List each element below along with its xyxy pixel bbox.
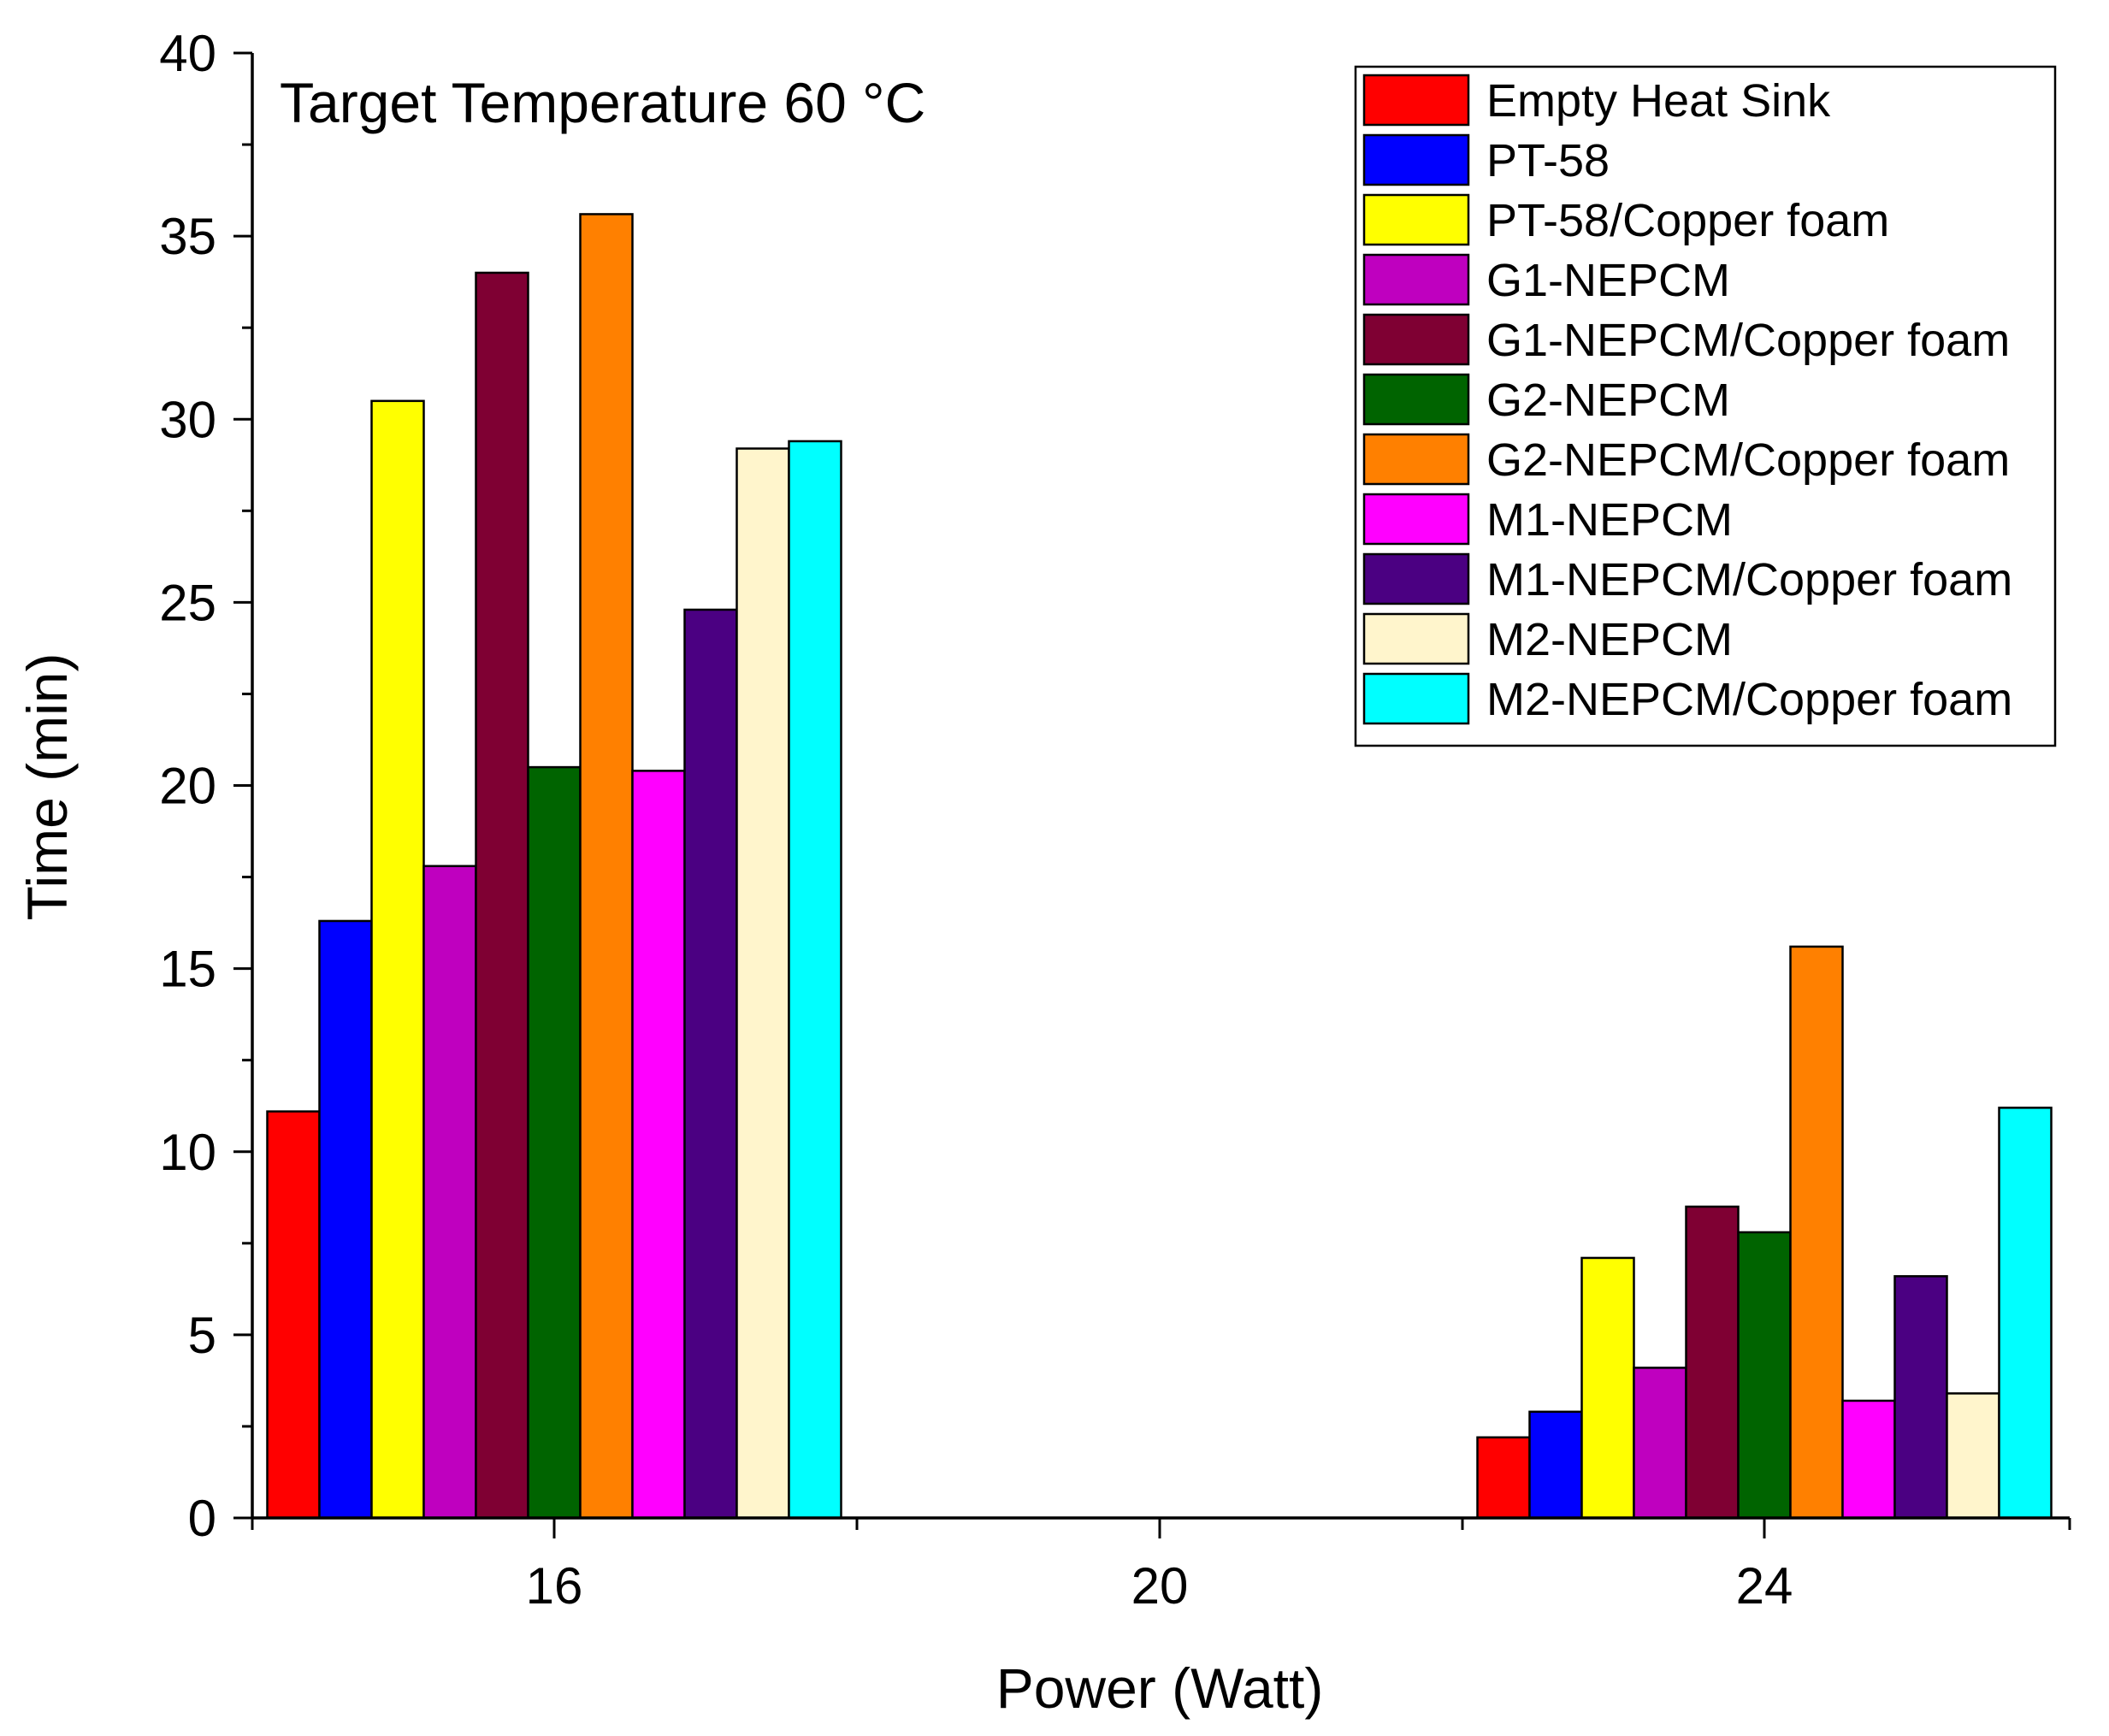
legend: Empty Heat Sink PT-58 PT-58/Copper foam G1-…	[1354, 65, 2057, 747]
bar-m2-nepcm-16	[735, 447, 790, 1520]
y-tick-label: 10	[159, 1124, 216, 1181]
legend-label-m2-nepcm-copper-foam: M2-NEPCM/Copper foam	[1486, 674, 2012, 725]
x-axis-title: Power (Watt)	[996, 1656, 1324, 1720]
bar-m2-nepcm-copper-foam-24	[1998, 1107, 2053, 1520]
x-tick-label: 24	[1736, 1557, 1793, 1615]
x-tick-label: 16	[526, 1557, 583, 1615]
x-tick-label: 20	[1131, 1557, 1189, 1615]
bar-g2-nepcm-24	[1737, 1231, 1792, 1520]
bar-g1-nepcm-24	[1633, 1367, 1687, 1520]
y-tick-label: 25	[159, 574, 216, 631]
y-axis-title: Time (min)	[15, 653, 79, 921]
bar-g1-nepcm-copper-foam-24	[1685, 1205, 1740, 1520]
legend-swatch-m1-nepcm	[1362, 493, 1470, 546]
legend-swatch-pt-58	[1362, 133, 1470, 186]
bar-m2-nepcm-copper-foam-16	[788, 440, 842, 1520]
legend-swatch-g2-nepcm-copper-foam	[1362, 433, 1470, 486]
legend-swatch-g2-nepcm	[1362, 373, 1470, 426]
legend-swatch-m2-nepcm	[1362, 612, 1470, 665]
y-tick-label: 15	[159, 941, 216, 998]
legend-label-m1-nepcm-copper-foam: M1-NEPCM/Copper foam	[1486, 554, 2012, 605]
y-tick-label: 40	[159, 25, 216, 82]
bar-m1-nepcm-copper-foam-16	[683, 608, 738, 1520]
legend-swatch-empty-heat-sink	[1362, 74, 1470, 127]
bar-pt-58-copper-foam-24	[1580, 1256, 1635, 1520]
y-tick-label: 5	[188, 1307, 216, 1364]
bar-g2-nepcm-16	[527, 765, 582, 1520]
legend-label-empty-heat-sink: Empty Heat Sink	[1486, 75, 1831, 127]
bar-pt-58-copper-foam-16	[370, 399, 425, 1520]
legend-label-g1-nepcm-copper-foam: G1-NEPCM/Copper foam	[1486, 315, 2010, 366]
legend-label-g1-nepcm: G1-NEPCM	[1486, 255, 1730, 306]
bar-g1-nepcm-copper-foam-16	[475, 271, 529, 1520]
y-tick-label: 0	[188, 1490, 216, 1547]
bar-pt-58-24	[1528, 1410, 1583, 1520]
bar-m1-nepcm-16	[631, 770, 686, 1520]
legend-swatch-m2-nepcm-copper-foam	[1362, 672, 1470, 725]
bar-pt-58-16	[318, 919, 373, 1520]
legend-label-g2-nepcm-copper-foam: G2-NEPCM/Copper foam	[1486, 434, 2010, 486]
legend-label-g2-nepcm: G2-NEPCM	[1486, 375, 1730, 426]
legend-label-pt-58: PT-58	[1486, 135, 1610, 186]
bar-m1-nepcm-copper-foam-24	[1893, 1275, 1948, 1520]
legend-swatch-pt-58-copper-foam	[1362, 193, 1470, 246]
bar-m1-nepcm-24	[1841, 1399, 1896, 1520]
legend-swatch-g1-nepcm-copper-foam	[1362, 313, 1470, 366]
legend-swatch-m1-nepcm-copper-foam	[1362, 552, 1470, 605]
legend-label-m1-nepcm: M1-NEPCM	[1486, 494, 1733, 546]
chart-annotation: Target Temperature 60 °C	[280, 71, 925, 134]
y-tick-label: 30	[159, 391, 216, 448]
legend-box	[1354, 65, 2057, 747]
bar-g1-nepcm-16	[422, 865, 477, 1520]
bar-g2-nepcm-copper-foam-24	[1789, 945, 1844, 1520]
y-tick-label: 35	[159, 208, 216, 265]
legend-label-m2-nepcm: M2-NEPCM	[1486, 614, 1733, 665]
bar-empty-heat-sink-16	[266, 1110, 321, 1520]
bar-m2-nepcm-24	[1946, 1392, 2000, 1520]
legend-swatch-g1-nepcm	[1362, 253, 1470, 306]
bar-empty-heat-sink-24	[1476, 1436, 1531, 1520]
axes-group: 0 5 10 15 20 25 30 35 40 16 20 24	[159, 25, 2071, 1615]
y-tick-label: 20	[159, 758, 216, 815]
bar-g2-nepcm-copper-foam-16	[579, 213, 634, 1520]
bars-group	[266, 213, 2053, 1520]
legend-label-pt-58-copper-foam: PT-58/Copper foam	[1486, 195, 1889, 246]
